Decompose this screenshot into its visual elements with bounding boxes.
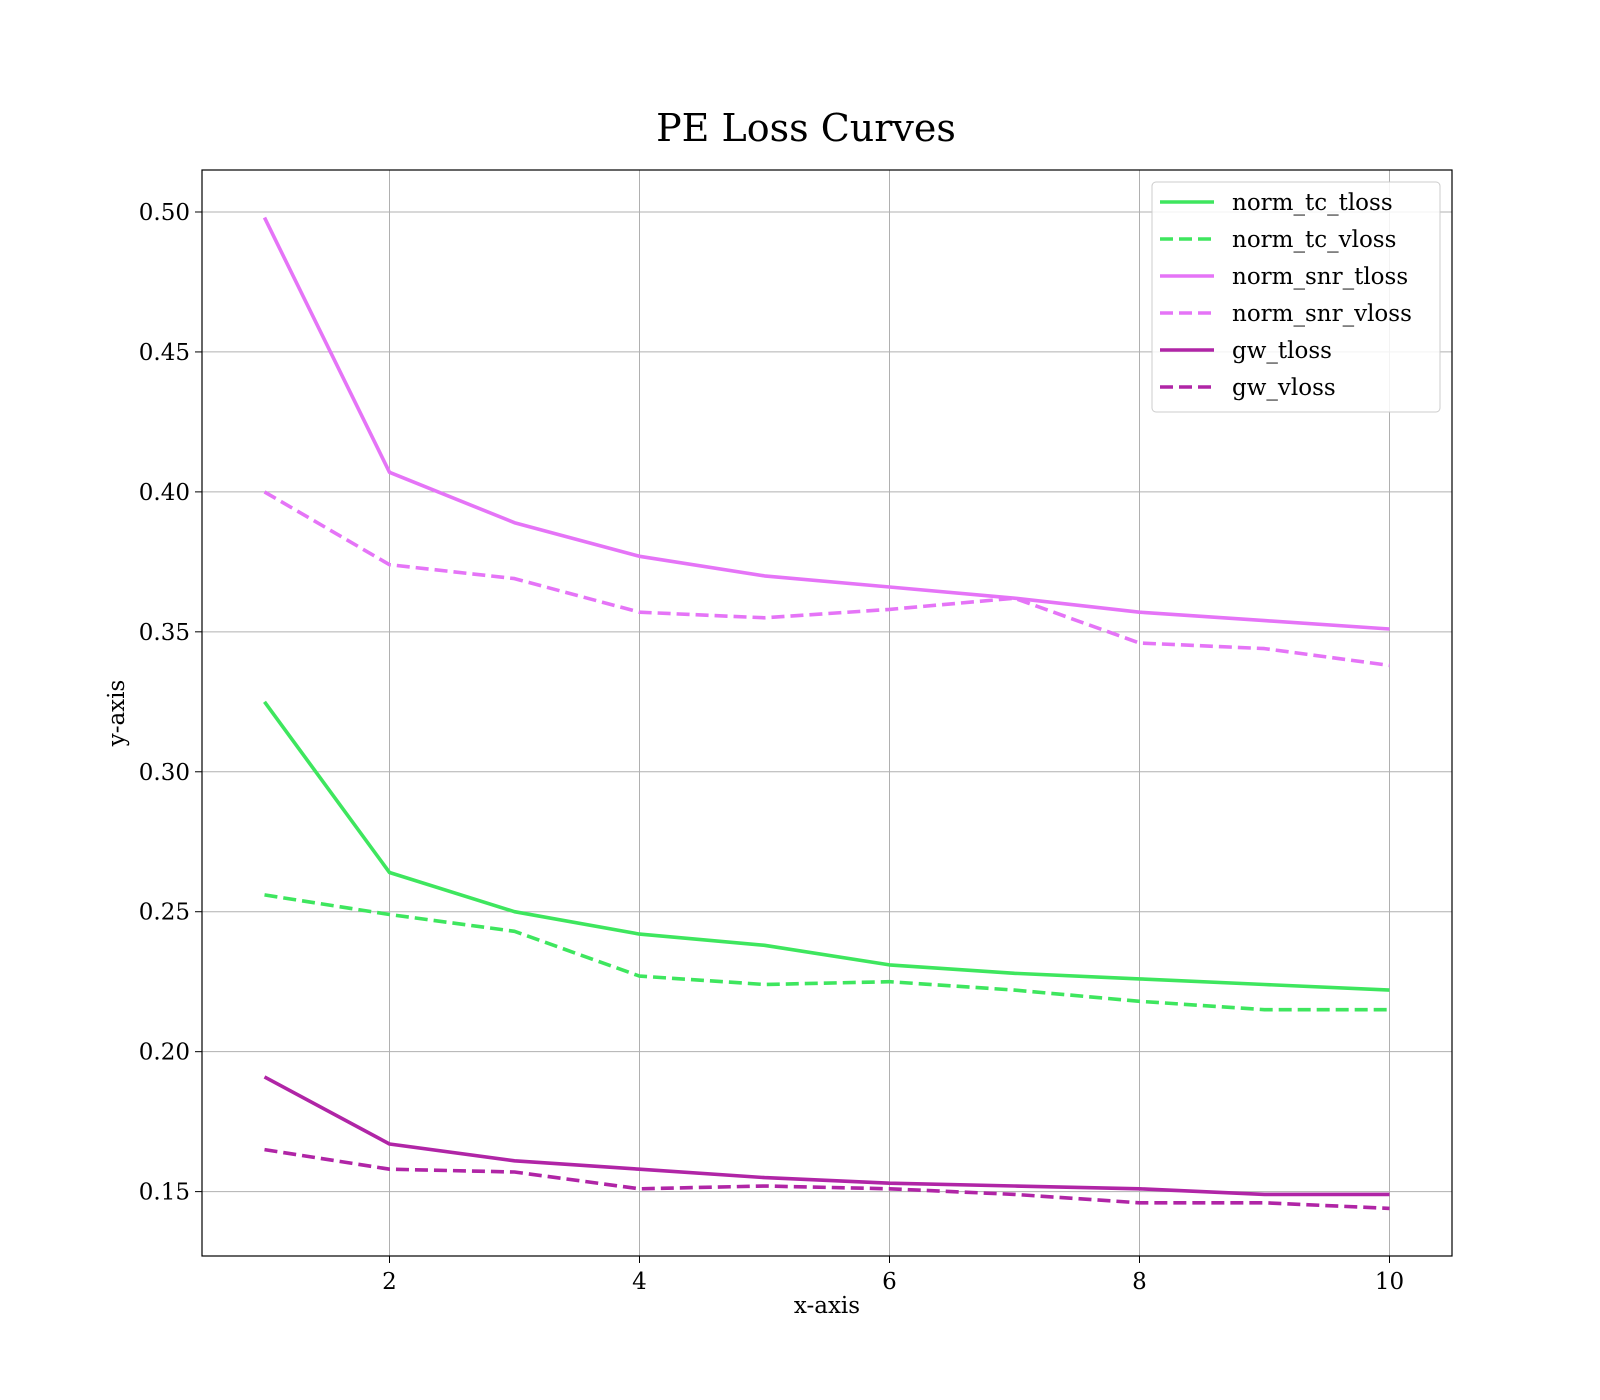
series-line-gw-tloss (263, 1075, 1390, 1197)
x-tick-label: 2 (382, 1269, 397, 1295)
y-axis-label: y-axis (104, 680, 130, 748)
y-tick-label: 0.50 (139, 200, 190, 226)
legend-box (1151, 181, 1441, 413)
y-tick-label: 0.20 (139, 1040, 190, 1066)
y-tick-label: 0.40 (139, 480, 190, 506)
series-line-norm-snr-vloss (263, 490, 1390, 668)
legend-label: norm_tc_vloss (1232, 227, 1396, 253)
legend-label: gw_vloss (1232, 375, 1336, 401)
legend-label: norm_snr_tloss (1232, 264, 1408, 290)
series-line-norm-tc-tloss (263, 700, 1390, 992)
legend-label: gw_tloss (1232, 338, 1332, 364)
y-tick-label: 0.15 (139, 1180, 190, 1206)
x-axis-label: x-axis (794, 1293, 860, 1319)
y-tick-label: 0.35 (139, 620, 190, 646)
y-tick-label: 0.45 (139, 340, 190, 366)
chart-title: PE Loss Curves (656, 106, 956, 150)
series-lines (262, 216, 1390, 1211)
legend-label: norm_snr_vloss (1232, 301, 1412, 327)
x-tick-label: 8 (1132, 1269, 1147, 1295)
plot-frame (201, 169, 1453, 1257)
series-line-norm-snr-tloss (262, 216, 1390, 631)
series-line-gw-vloss (264, 1147, 1390, 1211)
y-tick-label: 0.30 (139, 760, 190, 786)
legend: norm_tc_tloss norm_tc_vloss norm_snr_tloss… (1151, 181, 1441, 413)
legend-label: norm_tc_tloss (1232, 190, 1393, 216)
series-line-norm-tc-vloss (264, 893, 1390, 1012)
axis-ticks: 2 4 6 8 10 0.15 0.20 0.25 0.30 0.35 0.40 0.45 0.50 (139, 200, 1404, 1295)
y-tick-label: 0.25 (139, 900, 190, 926)
x-tick-label: 10 (1375, 1269, 1404, 1295)
x-tick-label: 4 (632, 1269, 647, 1295)
x-tick-label: 6 (882, 1269, 897, 1295)
